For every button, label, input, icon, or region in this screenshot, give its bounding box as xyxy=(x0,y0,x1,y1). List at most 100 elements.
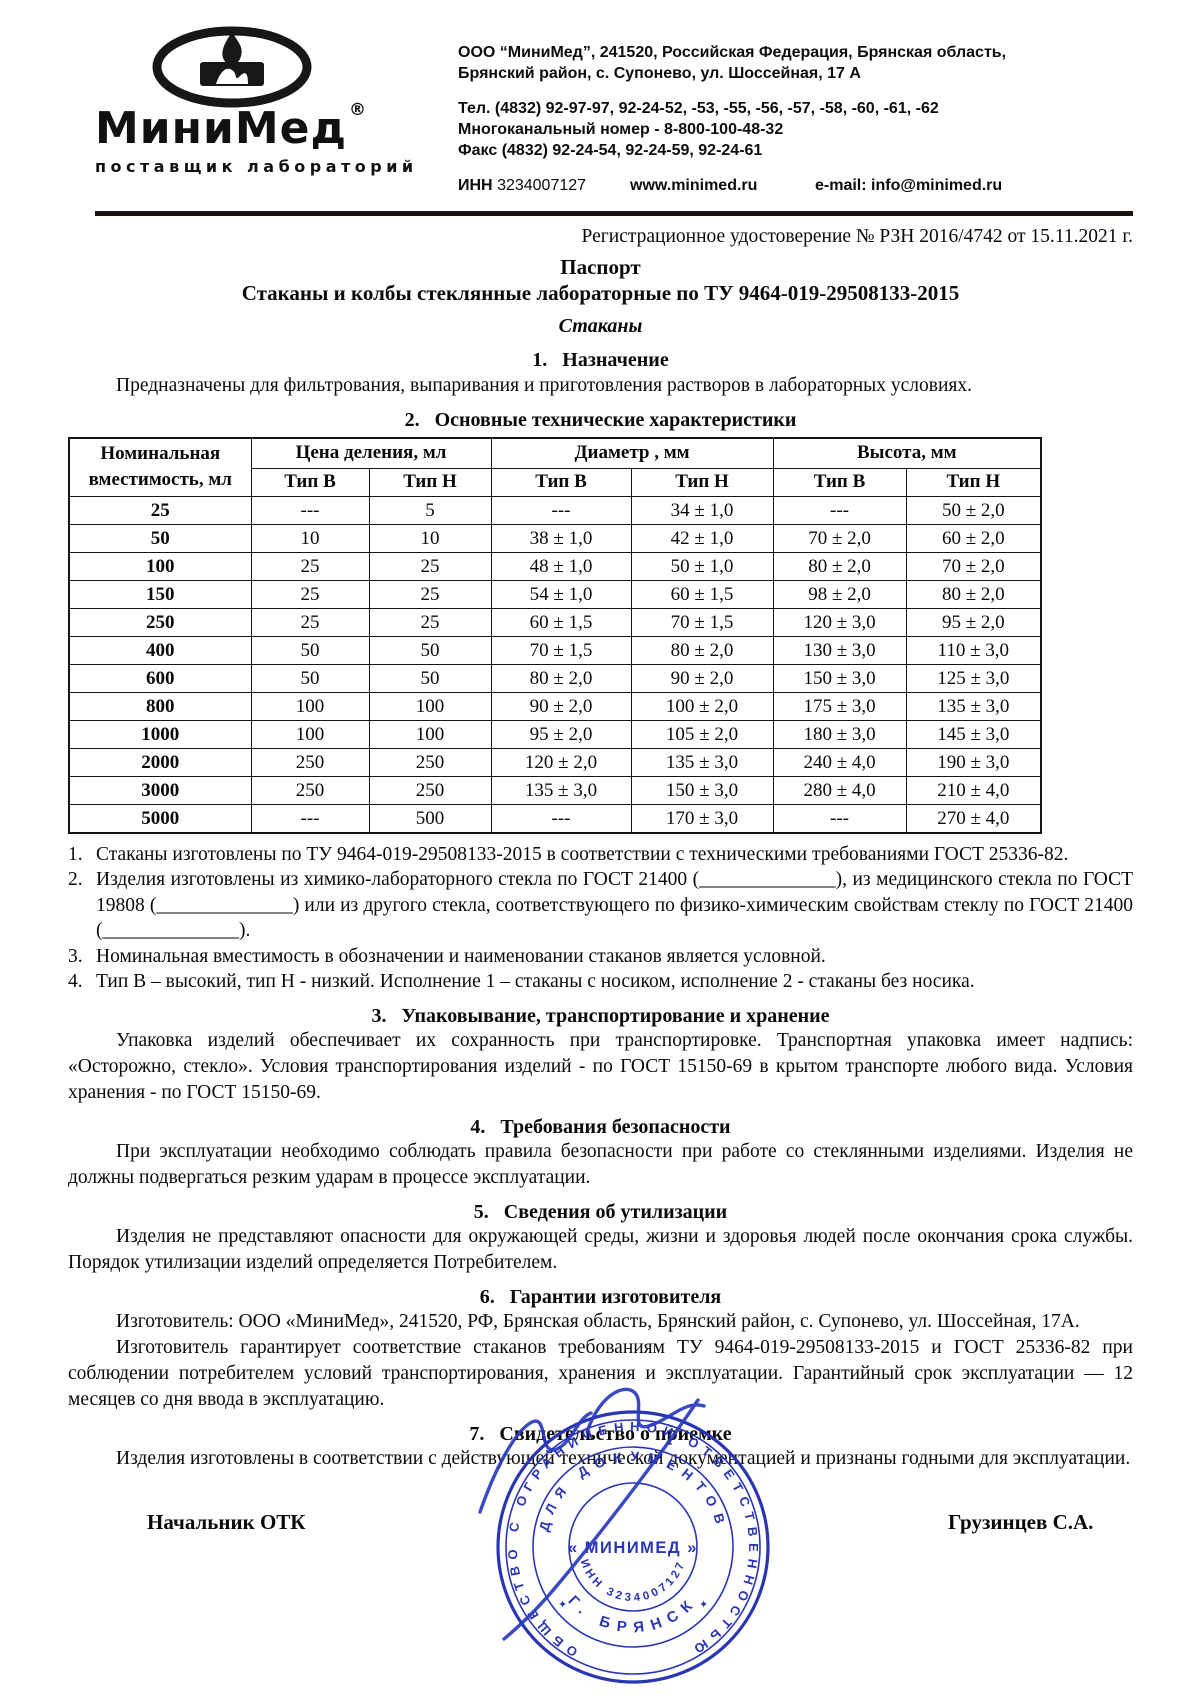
note-item: 4. Тип В – высокий, тип Н - низкий. Испол… xyxy=(68,969,1133,995)
table-row: 50 10 10 38 ± 1,0 42 ± 1,0 70 ± 2,0 60 ± 2,0 xyxy=(68,523,1042,553)
table-row: 3000 250 250 135 ± 3,0 150 ± 3,0 280 ± 4,0 210… xyxy=(68,775,1042,805)
subheader-type: Тип Н xyxy=(630,467,774,497)
value-cell: 38 ± 1,0 xyxy=(490,523,632,553)
col-group-division: Цена деления, мл xyxy=(250,437,492,469)
note-item: 1. Стаканы изготовлены по ТУ 9464-019-295… xyxy=(68,842,1133,868)
value-cell: 95 ± 2,0 xyxy=(490,719,632,749)
section-1-heading: 1. Назначение xyxy=(532,349,669,371)
inn-number: ИНН 3234007127 xyxy=(458,177,587,194)
value-cell: 50 ± 2,0 xyxy=(905,495,1042,525)
value-cell: --- xyxy=(250,495,370,525)
value-cell: 54 ± 1,0 xyxy=(490,579,632,609)
value-cell: 190 ± 3,0 xyxy=(905,747,1042,777)
table-row: 400 50 50 70 ± 1,5 80 ± 2,0 130 ± 3,0 110 ± 3,… xyxy=(68,635,1042,665)
signer-name: Грузинцев С.А. xyxy=(948,1510,1094,1534)
table-row: 2000 250 250 120 ± 2,0 135 ± 3,0 240 ± 4,0 190… xyxy=(68,747,1042,777)
table-row: 800 100 100 90 ± 2,0 100 ± 2,0 175 ± 3,0 135 ±… xyxy=(68,691,1042,721)
value-cell: 270 ± 4,0 xyxy=(905,803,1042,833)
capacity-cell: 2000 xyxy=(68,747,252,777)
stamp-star-right: ✦ xyxy=(699,1599,708,1611)
value-cell: 25 xyxy=(368,551,492,581)
capacity-cell: 250 xyxy=(68,607,252,637)
value-cell: 80 ± 2,0 xyxy=(630,635,774,665)
section-7-text: Изделия изготовлены в соответствии с дей… xyxy=(116,1447,1131,1469)
value-cell: 125 ± 3,0 xyxy=(905,663,1042,693)
signer-position: Начальник ОТК xyxy=(147,1510,306,1534)
capacity-cell: 3000 xyxy=(68,775,252,805)
value-cell: --- xyxy=(490,495,632,525)
capacity-cell: 400 xyxy=(68,635,252,665)
phone-line: Многоканальный номер - 8-800-100-48-32 xyxy=(458,121,784,138)
value-cell: 120 ± 3,0 xyxy=(772,607,907,637)
value-cell: 80 ± 2,0 xyxy=(490,663,632,693)
capacity-cell: 100 xyxy=(68,551,252,581)
candle-flame-logo-icon xyxy=(152,26,312,108)
table-row: 25 --- 5 --- 34 ± 1,0 --- 50 ± 2,0 xyxy=(68,495,1042,525)
value-cell: 105 ± 2,0 xyxy=(630,719,774,749)
value-cell: 250 xyxy=(250,747,370,777)
subheader-type: Тип В xyxy=(250,467,370,497)
value-cell: 60 ± 1,5 xyxy=(490,607,632,637)
value-cell: 145 ± 3,0 xyxy=(905,719,1042,749)
value-cell: 150 ± 3,0 xyxy=(772,663,907,693)
notes-list: 1. Стаканы изготовлены по ТУ 9464-019-295… xyxy=(68,842,1133,995)
value-cell: --- xyxy=(772,803,907,833)
section-1-text: Предназначены для фильтрования, выпарива… xyxy=(116,375,973,396)
company-address-line: ООО “МиниМед”, 241520, Российская Федера… xyxy=(458,44,1007,61)
value-cell: --- xyxy=(490,803,632,833)
website-link[interactable]: www.minimed.ru xyxy=(630,177,758,194)
subheader-type: Тип В xyxy=(490,467,632,497)
value-cell: --- xyxy=(772,495,907,525)
value-cell: 48 ± 1,0 xyxy=(490,551,632,581)
company-stamp: ОБЩЕСТВО С ОГРАНИЧЕННОЙ ОТВЕТСТВЕННОСТЬЮ… xyxy=(438,1372,828,1702)
section-6-text-1: Изготовитель: ООО «МиниМед», 241520, РФ,… xyxy=(116,1310,1080,1332)
brand-tagline: поставщик лабораторий xyxy=(95,157,418,176)
value-cell: 500 xyxy=(368,803,492,833)
table-row: 150 25 25 54 ± 1,0 60 ± 1,5 98 ± 2,0 80 ± 2,0 xyxy=(68,579,1042,609)
subheader-type: Тип В xyxy=(772,467,907,497)
document-body: Регистрационное удостоверение № РЗН 2016… xyxy=(68,222,1133,1472)
section-4-heading: 4. Требования безопасности xyxy=(470,1115,731,1138)
col-group-height: Высота, мм xyxy=(772,437,1042,469)
value-cell: 34 ± 1,0 xyxy=(630,495,774,525)
value-cell: 90 ± 2,0 xyxy=(630,663,774,693)
section-5-heading: 5. Сведения об утилизации xyxy=(473,1200,728,1223)
company-address-line: Брянский район, с. Супонево, ул. Шоссейн… xyxy=(458,65,861,82)
note-text: Стаканы изготовлены по ТУ 9464-019-29508… xyxy=(96,843,1069,865)
document-title: Паспорт xyxy=(560,255,641,279)
value-cell: 100 xyxy=(368,719,492,749)
note-number: 3. xyxy=(68,945,83,967)
signature-scrawl xyxy=(478,1387,706,1641)
value-cell: 95 ± 2,0 xyxy=(905,607,1042,637)
note-number: 2. xyxy=(68,869,83,890)
value-cell: 100 xyxy=(368,691,492,721)
note-text: Изделия изготовлены из химико-лабораторн… xyxy=(96,869,1133,941)
header-divider xyxy=(95,211,1133,216)
value-cell: 50 xyxy=(250,635,370,665)
table-row: 250 25 25 60 ± 1,5 70 ± 1,5 120 ± 3,0 95 ± 2,0 xyxy=(68,607,1042,637)
value-cell: 100 ± 2,0 xyxy=(630,691,774,721)
value-cell: 60 ± 2,0 xyxy=(905,523,1042,553)
table-row: 5000 --- 500 --- 170 ± 3,0 --- 270 ± 4,0 xyxy=(68,803,1042,833)
value-cell: 25 xyxy=(250,607,370,637)
col-group-diameter: Диаметр , мм xyxy=(490,437,774,469)
capacity-cell: 150 xyxy=(68,579,252,609)
subheader-type: Тип Н xyxy=(368,467,492,497)
value-cell: 250 xyxy=(368,775,492,805)
value-cell: 70 ± 2,0 xyxy=(905,551,1042,581)
note-text: Номинальная вместимость в обозначении и … xyxy=(96,945,826,967)
value-cell: 120 ± 2,0 xyxy=(490,747,632,777)
value-cell: 5 xyxy=(368,495,492,525)
value-cell: 70 ± 2,0 xyxy=(772,523,907,553)
value-cell: 135 ± 3,0 xyxy=(905,691,1042,721)
stamp-star-left: ✦ xyxy=(558,1599,567,1611)
email-link[interactable]: e-mail: info@minimed.ru xyxy=(815,177,1003,194)
phone-line: Тел. (4832) 92-97-97, 92-24-52, -53, -55… xyxy=(458,100,939,117)
value-cell: 90 ± 2,0 xyxy=(490,691,632,721)
value-cell: 25 xyxy=(250,579,370,609)
value-cell: 280 ± 4,0 xyxy=(772,775,907,805)
value-cell: 240 ± 4,0 xyxy=(772,747,907,777)
value-cell: 80 ± 2,0 xyxy=(905,579,1042,609)
registered-trademark: ® xyxy=(349,100,368,120)
value-cell: 135 ± 3,0 xyxy=(630,747,774,777)
